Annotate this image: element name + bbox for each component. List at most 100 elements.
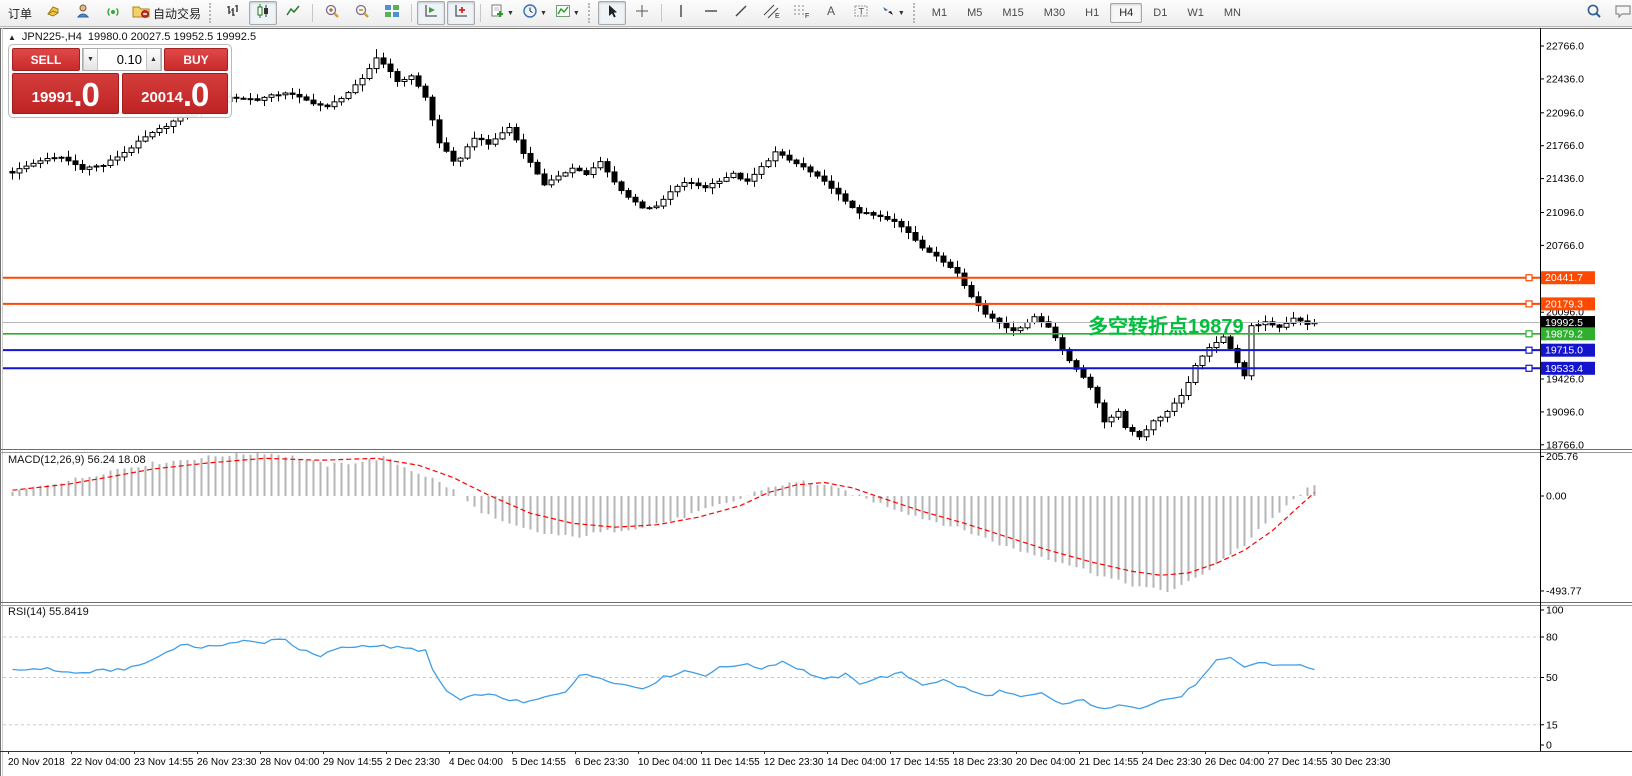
channel-icon: E	[762, 3, 780, 24]
chart-ohlc-values: 19980.0 20027.5 19952.5 19992.5	[87, 31, 257, 43]
line-handle-20179.3[interactable]	[1525, 300, 1533, 308]
line-handle-20441.7[interactable]	[1525, 274, 1533, 282]
timeframe-button-h1[interactable]: H1	[1085, 7, 1100, 19]
search-button[interactable]	[1580, 1, 1608, 25]
zoom-in-button[interactable]	[318, 1, 346, 25]
trendline-icon	[733, 3, 749, 24]
timeframe-button-m15[interactable]: M15	[1002, 7, 1024, 19]
macd-signal-line[interactable]	[12, 457, 1315, 576]
chart-canvas[interactable]: 22766.0 22436.0 22096.0 21766.0 21436.0 21096…	[0, 28, 1632, 776]
svg-text:14 Dec 04:00: 14 Dec 04:00	[827, 757, 887, 768]
chart-bars-button[interactable]	[219, 1, 247, 25]
one-click-trading-panel: SELL ▼ ▲ BUY 19991.0 20014.0	[8, 44, 232, 118]
svg-text:20 Nov 2018: 20 Nov 2018	[8, 757, 65, 768]
tile-windows-button[interactable]	[378, 1, 406, 25]
new-chart-button[interactable]: ▼	[486, 1, 517, 25]
arrows-icon	[880, 3, 896, 24]
toolbar-separator	[411, 4, 413, 22]
horizontal-line-button[interactable]	[697, 1, 725, 25]
timeframe-button-mn[interactable]: MN	[1223, 7, 1241, 19]
new-order-button[interactable]: 订单	[8, 6, 33, 21]
svg-text:11 Dec 14:55: 11 Dec 14:55	[701, 757, 760, 768]
timeframe-button-m1[interactable]: M1	[931, 7, 948, 19]
svg-text:A: A	[827, 4, 835, 18]
svg-text:80: 80	[1546, 632, 1558, 644]
timeframe-button-h4[interactable]: H4	[1110, 3, 1143, 23]
price-label-19715.0	[1541, 343, 1595, 357]
svg-text:19533.4: 19533.4	[1545, 363, 1583, 375]
vertical-line-button[interactable]	[667, 1, 695, 25]
svg-text:10 Dec 04:00: 10 Dec 04:00	[638, 757, 698, 768]
svg-text:T: T	[858, 6, 864, 16]
svg-text:19992.5: 19992.5	[1545, 317, 1583, 329]
trendline-button[interactable]	[727, 1, 755, 25]
volume-input[interactable]	[98, 49, 146, 70]
line-handle-19715.0[interactable]	[1525, 346, 1533, 354]
chart-play-button[interactable]	[417, 1, 446, 25]
price-label-20179.3	[1541, 297, 1595, 311]
sell-button[interactable]: SELL	[12, 48, 80, 71]
svg-text:4 Dec 04:00: 4 Dec 04:00	[449, 757, 503, 768]
timeframe-toolbar: M1 M5 M15 M30 H1 H4 D1 W1 MN	[922, 3, 1251, 23]
svg-text:6 Dec 23:30: 6 Dec 23:30	[575, 757, 629, 768]
indicators-button[interactable]: ▼	[552, 1, 583, 25]
volume-decrease-button[interactable]: ▼	[83, 49, 98, 70]
timeframe-button-w1[interactable]: W1	[1187, 7, 1204, 19]
sell-price-box[interactable]: 19991.0	[12, 73, 119, 114]
arrows-button[interactable]: ▼	[877, 1, 908, 25]
crosshair-button[interactable]	[628, 1, 656, 25]
book-icon	[45, 3, 61, 24]
svg-text:E: E	[775, 13, 780, 19]
bar-chart-icon	[225, 3, 241, 24]
rsi-line[interactable]	[12, 638, 1315, 710]
price-label-19992.5	[1541, 316, 1595, 330]
toolbar-grip	[587, 3, 593, 23]
vertical-line-icon	[674, 3, 688, 24]
volume-increase-button[interactable]: ▲	[146, 49, 161, 70]
svg-text:50: 50	[1546, 672, 1558, 684]
svg-text:20766.0: 20766.0	[1546, 240, 1584, 252]
chat-button[interactable]	[1610, 1, 1632, 25]
text-label-button[interactable]: T	[847, 1, 875, 25]
chat-icon	[1614, 2, 1632, 25]
text-icon: A	[824, 3, 838, 24]
svg-text:0.00: 0.00	[1546, 491, 1567, 503]
collapse-arrow-icon[interactable]: ▲	[8, 32, 16, 42]
chart-symbol-period: JPN225-,H4	[21, 31, 82, 43]
zoom-out-button[interactable]	[348, 1, 376, 25]
svg-text:-493.77: -493.77	[1546, 585, 1582, 597]
buy-button[interactable]: BUY	[164, 48, 228, 71]
clock-button[interactable]: ▼	[519, 1, 550, 25]
svg-text:20441.7: 20441.7	[1545, 272, 1583, 284]
buy-price-box[interactable]: 20014.0	[121, 73, 228, 114]
chart-play-icon	[423, 3, 439, 24]
chart-add-button[interactable]	[447, 1, 476, 25]
toolbar-separator	[312, 4, 314, 22]
book-button[interactable]	[39, 1, 67, 25]
svg-text:21096.0: 21096.0	[1546, 207, 1584, 219]
timeframe-button-m5[interactable]: M5	[967, 7, 983, 19]
channel-button[interactable]: E	[757, 1, 785, 25]
candlestick-series	[9, 49, 1318, 441]
svg-text:5 Dec 14:55: 5 Dec 14:55	[512, 757, 566, 768]
zoom-out-icon	[354, 3, 370, 24]
svg-text:21766.0: 21766.0	[1546, 140, 1584, 152]
time-axis-labels[interactable]: 20 Nov 2018 22 Nov 04:00 23 Nov 14:55 26 No…	[8, 751, 1391, 768]
autotrading-label: 自动交易	[153, 6, 202, 21]
timeframe-button-d1[interactable]: D1	[1153, 7, 1168, 19]
svg-text:0: 0	[1546, 740, 1552, 752]
broadcast-button[interactable]	[99, 1, 127, 25]
autotrading-button[interactable]: 自动交易	[129, 1, 204, 25]
cursor-button[interactable]	[597, 1, 626, 25]
fibonacci-button[interactable]: F	[787, 1, 815, 25]
chart-annotation-text[interactable]: 多空转折点19879	[1088, 316, 1244, 338]
clock-icon	[522, 3, 538, 24]
timeframe-button-m30[interactable]: M30	[1043, 7, 1066, 19]
line-handle-19533.4[interactable]	[1525, 364, 1533, 372]
chart-candles-button[interactable]	[249, 1, 278, 25]
dropdown-arrow-icon: ▼	[507, 9, 514, 17]
chart-line-button[interactable]	[279, 1, 307, 25]
signals-button[interactable]	[69, 1, 97, 25]
line-handle-19879.2[interactable]	[1525, 330, 1533, 338]
text-button[interactable]: A	[817, 1, 845, 25]
